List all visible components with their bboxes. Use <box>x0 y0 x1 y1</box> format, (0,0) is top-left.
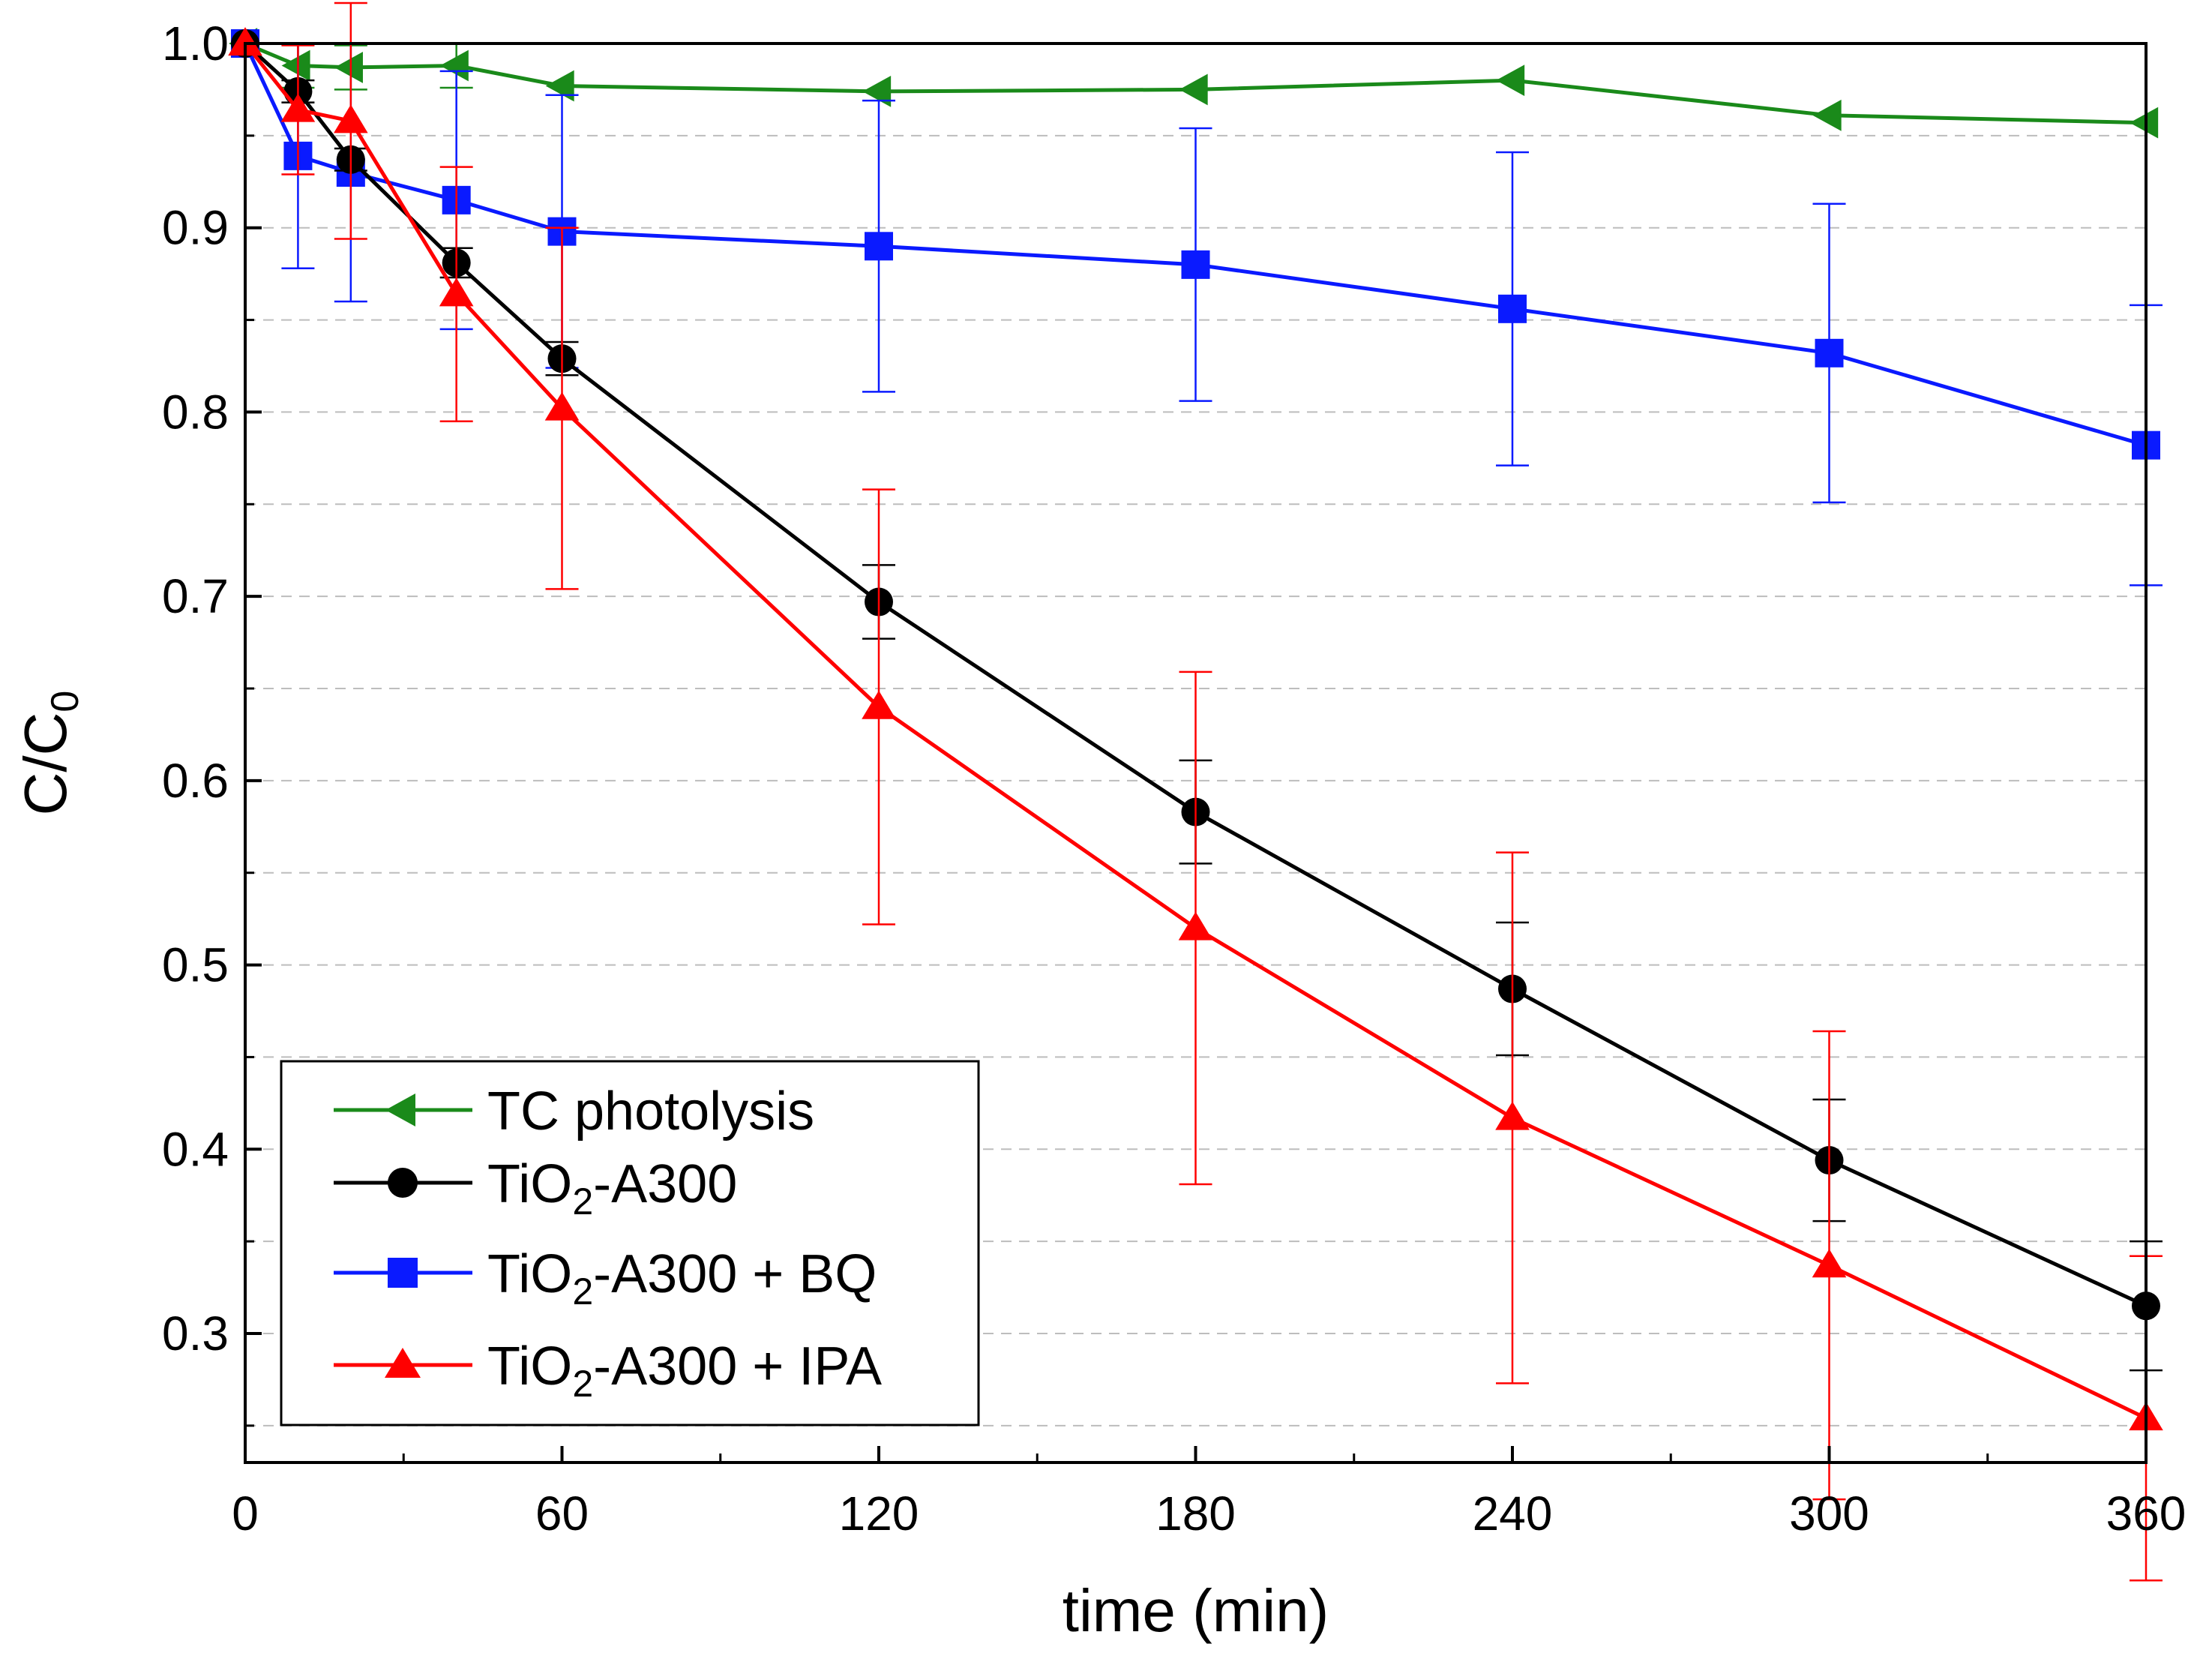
data-point <box>439 278 474 307</box>
legend-item: TiO2-A300 <box>334 1154 737 1222</box>
data-point <box>1495 1101 1530 1130</box>
data-point <box>280 93 316 122</box>
data-point <box>1179 74 1208 106</box>
series-line <box>244 42 2148 1420</box>
y-tick-label: 0.6 <box>162 754 229 808</box>
data-point <box>334 104 368 134</box>
legend-label-main: TiO <box>487 1154 572 1214</box>
data-point <box>1812 99 1842 131</box>
data-point <box>2130 106 2159 139</box>
y-tick-label: 0.5 <box>162 938 229 992</box>
legend-item: TiO2-A300 + IPA <box>334 1336 882 1405</box>
legend-item: TiO2-A300 + BQ <box>334 1244 877 1312</box>
data-point <box>385 1348 421 1378</box>
data-point <box>228 27 262 56</box>
x-tick-label: 60 <box>535 1486 589 1540</box>
data-point <box>388 1258 418 1288</box>
x-tick-label: 120 <box>839 1486 919 1540</box>
legend-label-rest: -A300 + IPA <box>593 1336 882 1396</box>
series-line <box>243 42 2147 448</box>
data-point <box>439 50 469 82</box>
legend-label-rest: -A300 + BQ <box>593 1244 877 1304</box>
series-0 <box>229 28 2159 139</box>
y-tick-label: 0.7 <box>162 569 229 623</box>
data-point <box>1812 1249 1847 1278</box>
y-tick-label: 1.0 <box>162 16 229 70</box>
x-tick-label: 180 <box>1155 1486 1236 1540</box>
x-tick-label: 0 <box>232 1486 259 1540</box>
data-point <box>862 690 896 719</box>
y-tick-label: 0.8 <box>162 385 229 439</box>
y-tick-label: 0.9 <box>162 201 229 255</box>
legend-item: TC photolysis <box>334 1082 814 1142</box>
y-tick-label: 0.3 <box>162 1306 229 1360</box>
series-line <box>244 42 2148 1308</box>
data-point <box>1815 338 1844 368</box>
legend-label: TiO2-A300 <box>487 1154 737 1222</box>
legend-label: TiO2-A300 + IPA <box>487 1336 882 1405</box>
data-point <box>1496 64 1525 97</box>
y-axis-title-subscript: 0 <box>43 691 87 712</box>
data-point <box>1498 294 1527 323</box>
legend-label-subscript: 2 <box>572 1180 593 1222</box>
data-point <box>388 1168 418 1198</box>
y-axis-title-main: C/C <box>12 712 79 816</box>
series-3 <box>228 2 2163 1582</box>
y-tick-label: 0.4 <box>162 1122 229 1176</box>
data-point <box>281 50 310 82</box>
legend-label-main: TiO <box>487 1244 572 1304</box>
series-layer <box>228 2 2163 1582</box>
x-tick-label: 360 <box>2106 1486 2187 1540</box>
legend-label-main: TiO <box>487 1336 572 1396</box>
x-axis-title: time (min) <box>1063 1577 1329 1644</box>
data-point <box>544 392 580 421</box>
data-point <box>865 232 893 261</box>
series-line <box>244 41 2147 125</box>
series-2 <box>231 29 2163 586</box>
data-point <box>334 52 363 83</box>
x-tick-label: 300 <box>1789 1486 1869 1540</box>
x-tick-label: 240 <box>1473 1486 1553 1540</box>
legend-label-subscript: 2 <box>572 1270 593 1312</box>
y-axis-title: C/C0 <box>12 691 87 816</box>
axis-ticks: 0 60 120 180 240 300 360 0.3 0.4 0.5 0.6 0.7 0.8 0.9 1… <box>162 16 2186 1540</box>
data-point <box>1178 911 1213 940</box>
legend-label-rest: -A300 <box>593 1154 737 1214</box>
data-point <box>545 70 574 102</box>
legend-label: TiO2-A300 + BQ <box>487 1244 877 1312</box>
data-point <box>862 75 892 107</box>
data-point <box>1181 250 1210 279</box>
data-point <box>385 1094 415 1126</box>
legend-label-subscript: 2 <box>572 1363 593 1405</box>
legend-label: TC photolysis <box>487 1082 814 1142</box>
